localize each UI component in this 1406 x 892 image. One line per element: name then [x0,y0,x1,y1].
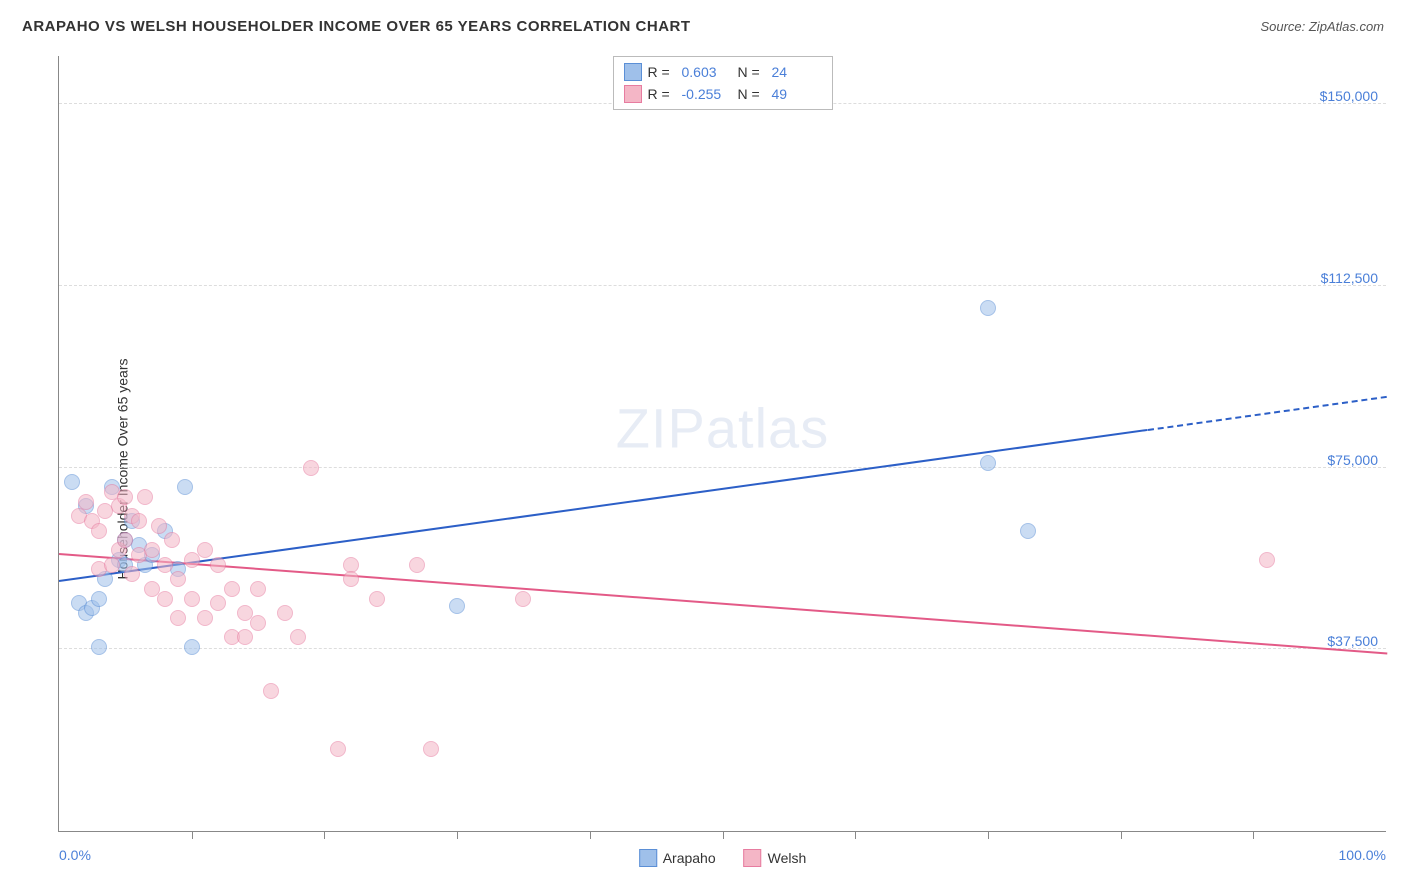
welsh-swatch-icon [744,849,762,867]
data-point-arapaho [980,300,996,316]
data-point-welsh [151,518,167,534]
data-point-welsh [144,542,160,558]
data-point-welsh [117,532,133,548]
data-point-welsh [104,557,120,573]
x-axis-max-label: 100.0% [1339,847,1386,863]
data-point-welsh [157,591,173,607]
legend-row-welsh: R = -0.255 N = 49 [624,83,822,105]
data-point-welsh [117,489,133,505]
x-tick [1253,831,1254,839]
watermark: ZIPatlas [616,396,829,461]
correlation-legend: R = 0.603 N = 24 R = -0.255 N = 49 [613,56,833,110]
data-point-welsh [343,571,359,587]
series-legend: Arapaho Welsh [639,849,807,867]
legend-label: Welsh [768,850,807,866]
data-point-welsh [197,542,213,558]
data-point-arapaho [449,598,465,614]
legend-row-arapaho: R = 0.603 N = 24 [624,61,822,83]
data-point-welsh [170,571,186,587]
arapaho-swatch-icon [624,63,642,81]
data-point-welsh [515,591,531,607]
gridline [59,467,1386,468]
legend-label: Arapaho [663,850,716,866]
data-point-welsh [124,566,140,582]
data-point-welsh [131,513,147,529]
r-value: 0.603 [682,64,732,80]
data-point-welsh [290,629,306,645]
data-point-welsh [170,610,186,626]
x-tick [988,831,989,839]
data-point-welsh [250,581,266,597]
data-point-arapaho [184,639,200,655]
data-point-welsh [157,557,173,573]
x-tick [457,831,458,839]
data-point-arapaho [91,639,107,655]
plot-area: ZIPatlas R = 0.603 N = 24 R = -0.255 N =… [58,56,1386,832]
x-tick [590,831,591,839]
data-point-welsh [423,741,439,757]
legend-item-welsh: Welsh [744,849,807,867]
legend-item-arapaho: Arapaho [639,849,716,867]
y-tick-label: $37,500 [1327,633,1378,649]
welsh-swatch-icon [624,85,642,103]
x-tick [855,831,856,839]
data-point-arapaho [91,591,107,607]
x-tick [1121,831,1122,839]
arapaho-swatch-icon [639,849,657,867]
data-point-welsh [184,591,200,607]
data-point-welsh [224,581,240,597]
data-point-welsh [237,629,253,645]
chart-title: ARAPAHO VS WELSH HOUSEHOLDER INCOME OVER… [22,18,691,35]
n-label: N = [738,64,766,80]
data-point-welsh [78,494,94,510]
r-label: R = [648,64,676,80]
n-value: 24 [772,64,822,80]
x-tick [192,831,193,839]
data-point-welsh [250,615,266,631]
source-attribution: Source: ZipAtlas.com [1260,19,1384,34]
data-point-arapaho [64,474,80,490]
data-point-welsh [91,523,107,539]
gridline [59,285,1386,286]
data-point-welsh [210,557,226,573]
x-tick [723,831,724,839]
data-point-welsh [210,595,226,611]
y-tick-label: $150,000 [1320,88,1378,104]
y-tick-label: $75,000 [1327,452,1378,468]
data-point-welsh [1259,552,1275,568]
trendline-welsh [59,553,1387,654]
data-point-welsh [330,741,346,757]
data-point-arapaho [1020,523,1036,539]
trendline-arapaho-dashed [1148,396,1387,431]
x-axis-min-label: 0.0% [59,847,91,863]
data-point-welsh [277,605,293,621]
r-value: -0.255 [682,86,732,102]
data-point-arapaho [980,455,996,471]
gridline [59,648,1386,649]
data-point-arapaho [177,479,193,495]
data-point-welsh [263,683,279,699]
data-point-welsh [197,610,213,626]
r-label: R = [648,86,676,102]
y-tick-label: $112,500 [1321,270,1378,286]
n-label: N = [738,86,766,102]
n-value: 49 [772,86,822,102]
x-tick [324,831,325,839]
data-point-welsh [164,532,180,548]
data-point-welsh [369,591,385,607]
data-point-welsh [303,460,319,476]
chart-container: Householder Income Over 65 years ZIPatla… [0,46,1406,892]
data-point-welsh [137,489,153,505]
data-point-welsh [409,557,425,573]
